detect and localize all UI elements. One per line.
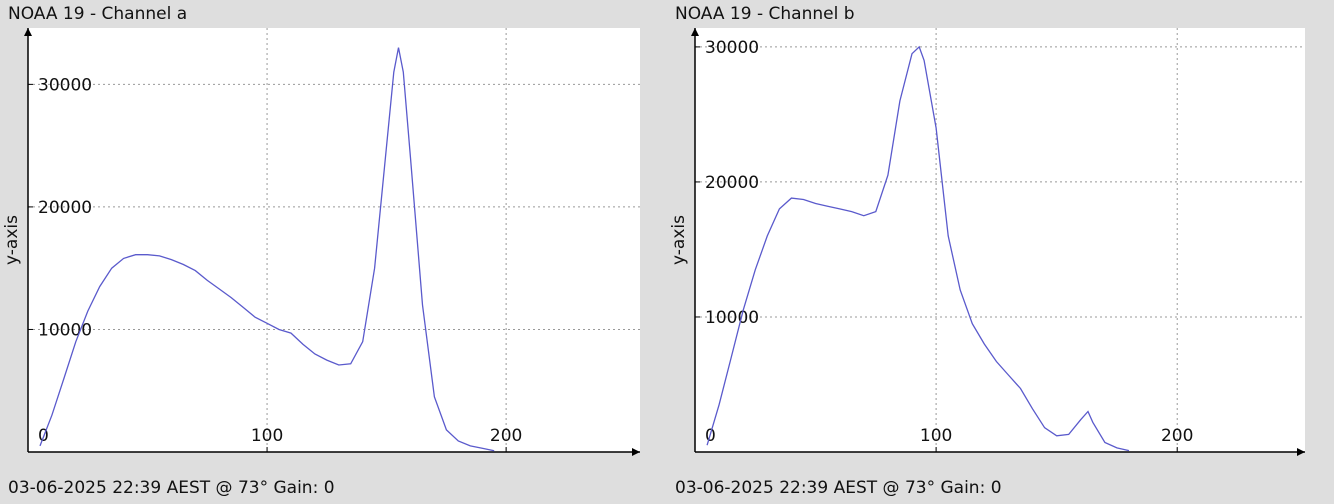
footer-text: 03-06-2025 22:39 AEST @ 73° Gain: 0 xyxy=(8,478,335,498)
y-axis-arrow xyxy=(24,28,32,36)
plot-area xyxy=(28,28,640,452)
x-axis-arrow xyxy=(1297,448,1305,456)
x-tick-label: 100 xyxy=(920,426,952,446)
y-axis-arrow xyxy=(691,28,699,36)
x-tick-label: 200 xyxy=(490,426,522,446)
y-tick-label: 30000 xyxy=(705,38,759,58)
chart-title: NOAA 19 - Channel a xyxy=(8,4,187,24)
x-tick-label: 200 xyxy=(1161,426,1193,446)
y-tick-label: 10000 xyxy=(705,308,759,328)
y-tick-label: 20000 xyxy=(38,198,92,218)
y-tick-label: 20000 xyxy=(705,173,759,193)
data-line xyxy=(39,47,495,452)
y-tick-label: 10000 xyxy=(38,320,92,340)
x-tick-label: 100 xyxy=(251,426,283,446)
plot-area xyxy=(695,28,1305,452)
y-axis-label: y-axis xyxy=(669,215,689,265)
y-tick-label: 30000 xyxy=(38,75,92,95)
chart-title: NOAA 19 - Channel b xyxy=(675,4,855,24)
data-line xyxy=(706,45,1130,452)
x-axis-arrow xyxy=(632,448,640,456)
footer-text: 03-06-2025 22:39 AEST @ 73° Gain: 0 xyxy=(675,478,1002,498)
y-axis-label: y-axis xyxy=(2,215,22,265)
